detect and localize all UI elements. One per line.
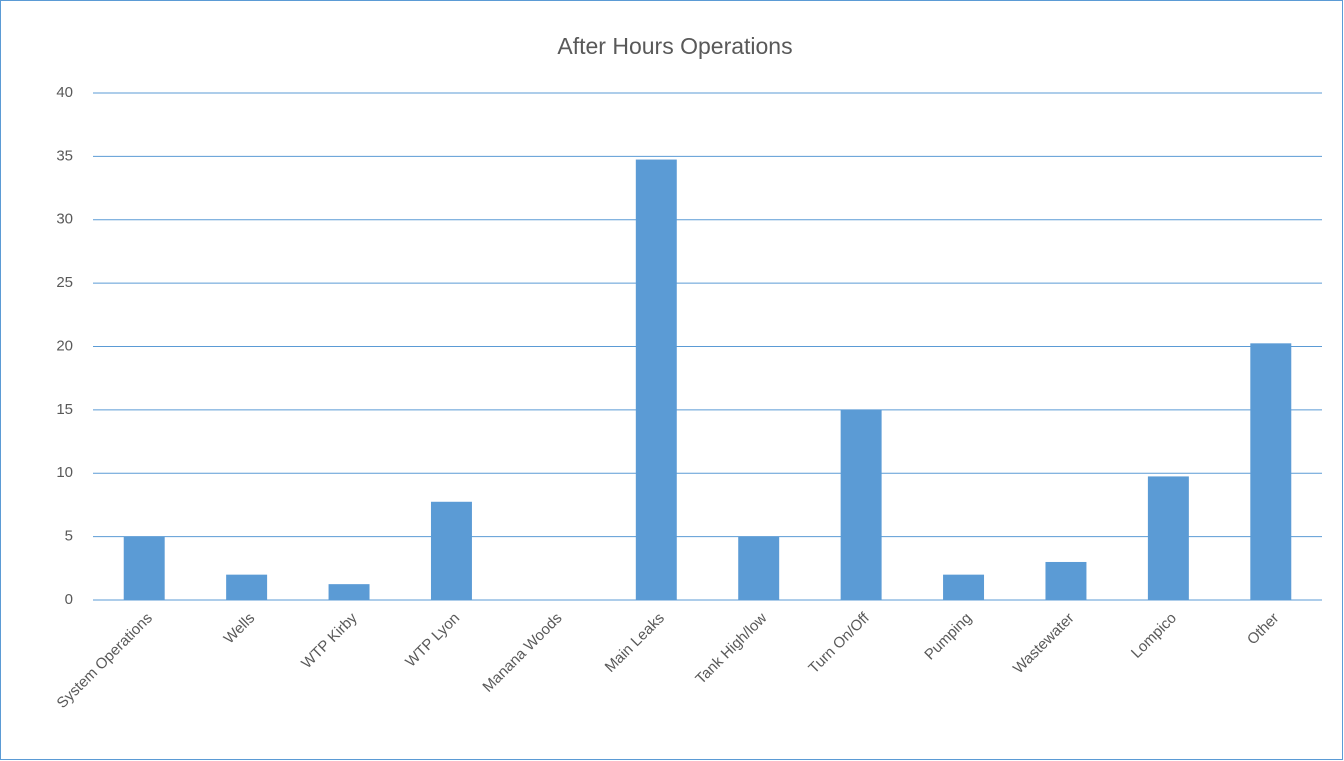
bar (123, 536, 165, 600)
bar (1147, 476, 1189, 600)
y-tick-label: 5 (65, 528, 73, 545)
bar (635, 159, 677, 600)
y-tick-label: 30 (56, 211, 73, 228)
y-tick-label: 25 (56, 274, 73, 291)
bar (738, 536, 780, 600)
bar (1045, 561, 1087, 600)
bar (840, 409, 882, 600)
bar (226, 574, 268, 600)
bar (328, 584, 370, 600)
chart-title: After Hours Operations (557, 33, 792, 59)
y-tick-label: 15 (56, 401, 73, 418)
bar (430, 501, 472, 600)
y-tick-label: 10 (56, 464, 73, 481)
y-tick-label: 35 (56, 147, 73, 164)
y-tick-label: 20 (56, 337, 73, 354)
bar (1250, 343, 1292, 600)
y-tick-label: 40 (56, 84, 73, 101)
y-tick-label: 0 (65, 591, 73, 608)
bar (943, 574, 985, 600)
